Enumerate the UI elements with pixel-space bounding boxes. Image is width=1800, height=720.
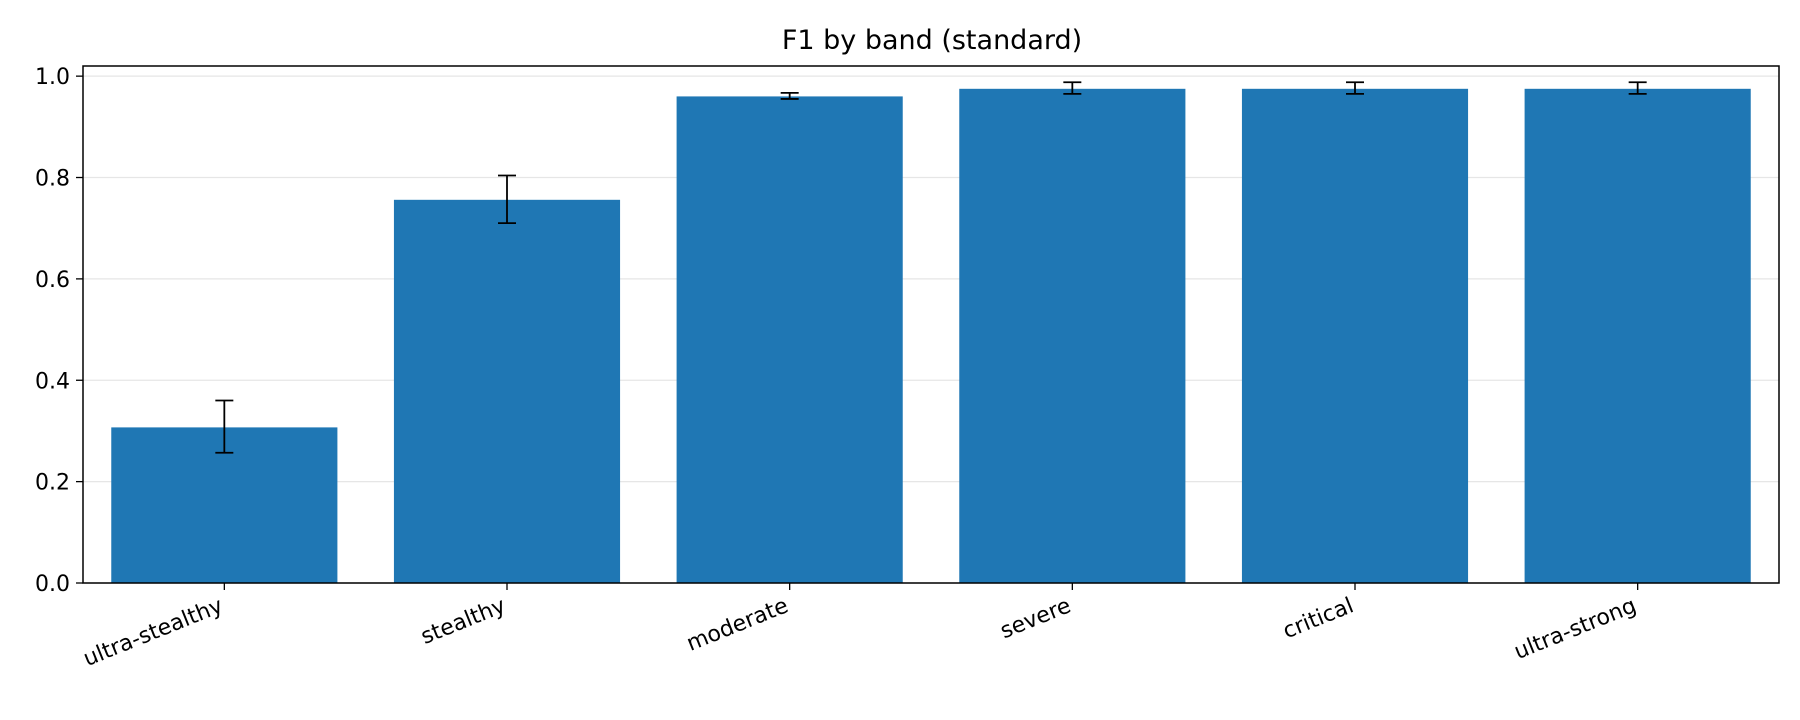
y-tick-label: 0.8 bbox=[35, 167, 70, 192]
bar-critical bbox=[1241, 88, 1469, 583]
error-bar-severe bbox=[1063, 81, 1082, 95]
y-tick-label: 0.0 bbox=[35, 572, 70, 597]
error-bar-ultra-stealthy bbox=[215, 399, 234, 454]
bar-stealthy bbox=[393, 199, 621, 583]
y-tick-label: 0.6 bbox=[35, 268, 70, 293]
bar-ultra-strong bbox=[1524, 88, 1751, 583]
y-tick-label: 0.4 bbox=[35, 369, 70, 394]
x-tick-label: ultra-stealthy bbox=[80, 593, 227, 672]
error-bar-stealthy bbox=[498, 174, 516, 225]
error-bar-moderate bbox=[780, 91, 799, 100]
y-tick-label: 1.0 bbox=[35, 65, 70, 90]
error-bar-ultra-strong bbox=[1628, 81, 1647, 95]
x-tick-label: severe bbox=[997, 593, 1075, 644]
x-axis: ultra-stealthy stealthy moderate severe crit… bbox=[80, 583, 1640, 672]
bars bbox=[111, 88, 1751, 583]
bar-moderate bbox=[676, 96, 903, 583]
error-bars bbox=[215, 81, 1647, 454]
error-bar-critical bbox=[1346, 81, 1364, 95]
plot-frame bbox=[82, 65, 1780, 584]
y-tick-label: 0.2 bbox=[35, 471, 70, 496]
x-tick-label: stealthy bbox=[418, 593, 510, 649]
x-tick-label: critical bbox=[1280, 593, 1358, 644]
x-tick-label: moderate bbox=[683, 593, 792, 656]
x-tick-label: ultra-strong bbox=[1511, 593, 1640, 665]
bar-severe bbox=[959, 88, 1186, 583]
chart-title: F1 by band (standard) bbox=[782, 25, 1082, 56]
y-axis: 0.0 0.2 0.4 0.6 0.8 1.0 bbox=[35, 65, 83, 597]
